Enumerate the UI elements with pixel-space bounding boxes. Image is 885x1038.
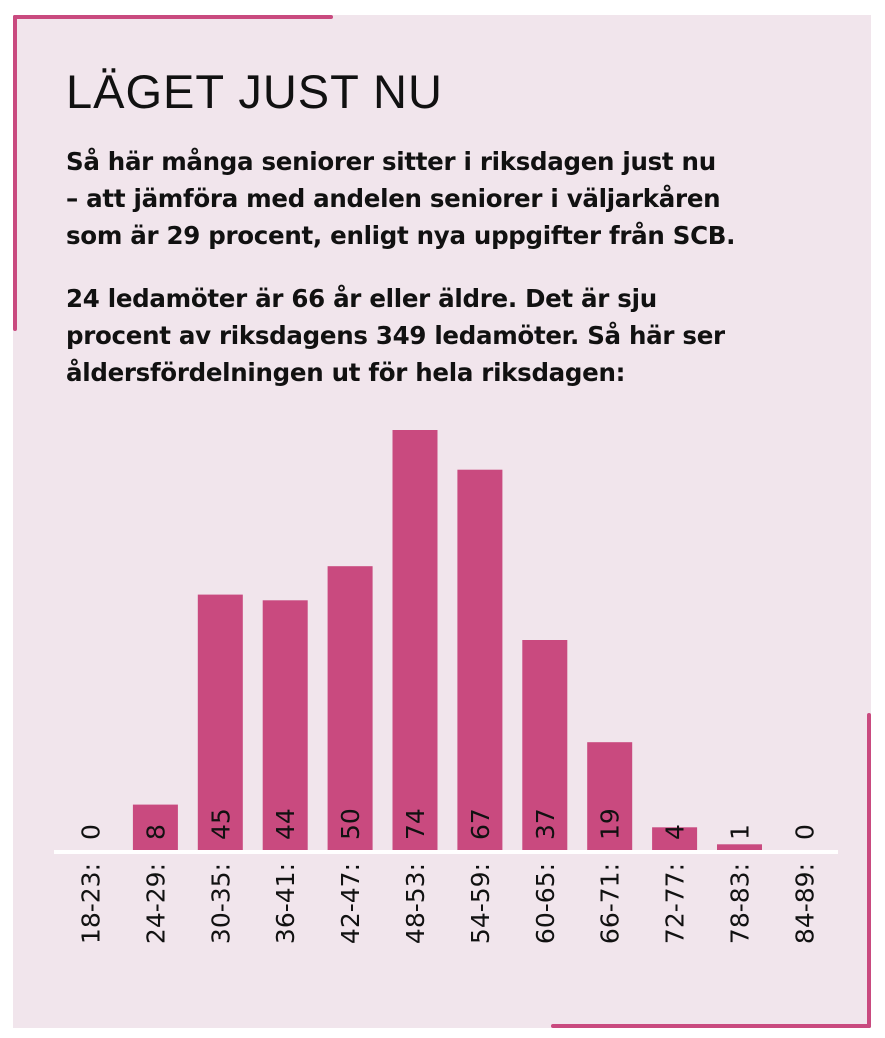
x-tick-label: 72-77: — [661, 863, 690, 944]
bar-54-59 — [457, 469, 503, 850]
chart-baseline — [54, 850, 838, 854]
bar-48-53 — [392, 430, 438, 850]
bar-78-83 — [717, 844, 762, 850]
bar-60-65 — [522, 640, 568, 850]
intro-line: – att jämföra med andelen seniorer i väl… — [66, 184, 721, 213]
bar-value-label: 37 — [531, 808, 560, 840]
bar-24-29 — [132, 804, 178, 850]
detail-line: 24 ledamöter är 66 år eller äldre. Det ä… — [66, 284, 657, 313]
bar-30-35 — [197, 594, 243, 850]
corner-bracket-top — [13, 15, 333, 19]
bar-42-47 — [327, 566, 373, 850]
x-tick-label: 48-53: — [401, 863, 430, 944]
bar-value-label: 4 — [661, 824, 690, 840]
x-tick-label: 30-35: — [206, 863, 235, 944]
bar-value-label: 8 — [141, 824, 170, 840]
intro-paragraph: Så här många seniorer sitter i riksdagen… — [66, 143, 735, 254]
page-title: LÄGET JUST NU — [66, 65, 443, 118]
corner-bracket-bottom — [551, 1024, 871, 1028]
bar-72-77 — [652, 827, 698, 850]
x-tick-label: 66-71: — [596, 863, 625, 944]
intro-line: som är 29 procent, enligt nya uppgifter … — [66, 221, 736, 250]
bar-value-label: 50 — [336, 808, 365, 840]
x-tick-label: 36-41: — [271, 863, 300, 944]
x-tick-label: 54-59: — [466, 863, 495, 944]
bar-value-label: 44 — [271, 808, 300, 840]
bar-value-label: 67 — [466, 808, 495, 840]
detail-paragraph: 24 ledamöter är 66 år eller äldre. Det ä… — [66, 280, 725, 391]
intro-line: Så här många seniorer sitter i riksdagen… — [66, 147, 716, 176]
bar-36-41 — [262, 600, 308, 850]
x-tick-label: 84-89: — [790, 863, 819, 944]
bar-value-label: 1 — [726, 824, 755, 840]
bar-66-71 — [587, 742, 633, 850]
bar-value-label: 19 — [596, 808, 625, 840]
x-tick-label: 24-29: — [141, 863, 170, 944]
bar-value-label: 0 — [790, 824, 819, 840]
x-tick-label: 18-23: — [77, 863, 106, 944]
x-tick-label: 42-47: — [336, 863, 365, 944]
x-tick-label: 78-83: — [726, 863, 755, 944]
corner-bracket-left — [13, 15, 17, 331]
detail-line: procent av riksdagens 349 ledamöter. Så … — [66, 321, 725, 350]
detail-line: åldersfördelningen ut för hela riksdagen… — [66, 358, 626, 387]
bar-value-label: 74 — [401, 808, 430, 840]
x-tick-label: 60-65: — [531, 863, 560, 944]
corner-bracket-right — [867, 713, 871, 1028]
bar-value-label: 45 — [206, 808, 235, 840]
bar-value-label: 0 — [77, 824, 106, 840]
infographic-panel — [13, 15, 871, 1028]
